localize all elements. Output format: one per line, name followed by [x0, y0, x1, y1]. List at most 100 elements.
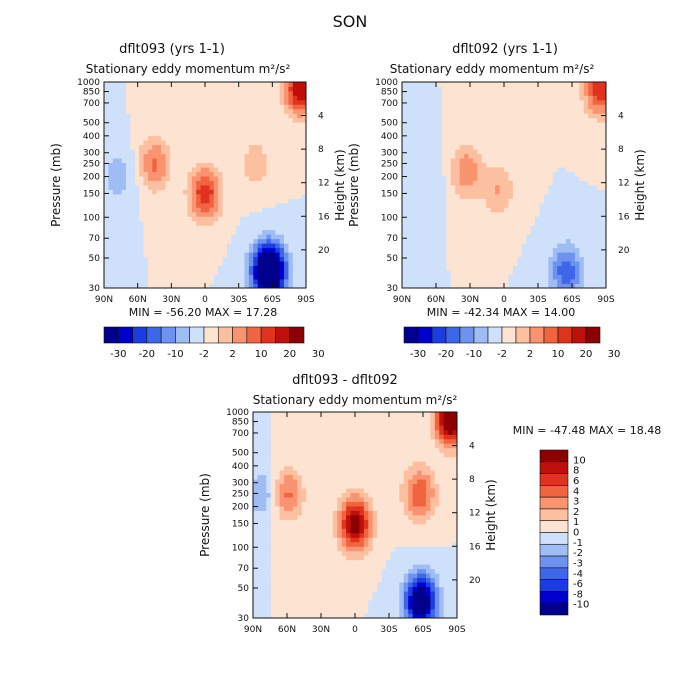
- heatmap-cell: [108, 189, 114, 195]
- heatmap-cell: [292, 515, 298, 520]
- heatmap-cell: [248, 135, 254, 141]
- heatmap-cell: [490, 95, 496, 101]
- heatmap-cell: [297, 573, 303, 579]
- heatmap-cell: [579, 113, 585, 119]
- heatmap-cell: [244, 185, 250, 190]
- heatmap-cell: [406, 279, 412, 284]
- heatmap-cell: [526, 256, 531, 262]
- heatmap-cell: [410, 99, 416, 105]
- heatmap-cell: [588, 279, 594, 284]
- heatmap-cell: [200, 171, 206, 177]
- heatmap-cell: [240, 122, 245, 128]
- heatmap-cell: [240, 256, 245, 262]
- heatmap-cell: [130, 131, 136, 137]
- heatmap-cell: [205, 126, 210, 132]
- heatmap-cell: [187, 144, 193, 150]
- heatmap-cell: [410, 82, 416, 87]
- heatmap-cell: [297, 452, 303, 458]
- heatmap-cell: [410, 117, 416, 123]
- heatmap-cell: [446, 140, 452, 146]
- heatmap-cell: [231, 274, 237, 280]
- heatmap-cell: [187, 189, 193, 195]
- heatmap-cell: [121, 86, 127, 92]
- heatmap-cell: [244, 207, 250, 213]
- heatmap-cell: [402, 189, 407, 195]
- heatmap-cell: [481, 99, 487, 105]
- heatmap-cell: [574, 193, 580, 199]
- heatmap-cell: [292, 220, 298, 226]
- heatmap-cell: [130, 216, 136, 222]
- heatmap-cell: [419, 279, 425, 284]
- heatmap-cell: [244, 104, 250, 110]
- heatmap-cell: [288, 582, 294, 588]
- heatmap-cell: [450, 207, 456, 213]
- heatmap-cell: [121, 229, 127, 235]
- heatmap-cell: [143, 261, 149, 267]
- heatmap-cell: [464, 220, 469, 226]
- heatmap-cell: [504, 99, 509, 105]
- heatmap-cell: [240, 225, 245, 231]
- heatmap-cell: [402, 270, 407, 275]
- heatmap-cell: [292, 479, 298, 485]
- heatmap-cell: [557, 82, 563, 87]
- heatmap-cell: [125, 104, 131, 110]
- heatmap-cell: [130, 270, 136, 275]
- heatmap-cell: [424, 234, 429, 240]
- heatmap-cell: [165, 153, 171, 159]
- heatmap-cell: [424, 176, 429, 181]
- heatmap-cell: [143, 211, 149, 217]
- heatmap-cell: [504, 126, 509, 132]
- heatmap-cell: [213, 167, 219, 172]
- heatmap-cell: [301, 452, 307, 458]
- heatmap-cell: [455, 270, 461, 275]
- heatmap-cell: [112, 90, 118, 96]
- heatmap-cell: [566, 283, 571, 288]
- heatmap-cell: [297, 229, 303, 235]
- heatmap-cell: [104, 176, 109, 181]
- heatmap-cell: [183, 225, 188, 231]
- heatmap-cell: [419, 144, 425, 150]
- heatmap-cell: [218, 99, 223, 105]
- heatmap-cell: [481, 135, 487, 141]
- heatmap-cell: [477, 167, 483, 172]
- heatmap-cell: [178, 207, 184, 213]
- heatmap-cell: [535, 86, 540, 92]
- heatmap-cell: [275, 90, 281, 96]
- heatmap-cell: [504, 122, 509, 128]
- heatmap-cell: [446, 283, 452, 288]
- heatmap-cell: [275, 506, 280, 511]
- heatmap-cell: [248, 193, 254, 199]
- heatmap-cell: [521, 265, 527, 271]
- heatmap-cell: [174, 243, 180, 249]
- heatmap-cell: [235, 243, 241, 249]
- heatmap-cell: [143, 144, 149, 150]
- heatmap-cell: [292, 180, 298, 186]
- heatmap-cell: [279, 591, 285, 597]
- heatmap-cell: [552, 270, 558, 275]
- heatmap-cell: [257, 189, 263, 195]
- heatmap-cell: [161, 243, 166, 249]
- heatmap-cell: [543, 99, 549, 105]
- heatmap-cell: [262, 220, 267, 226]
- heatmap-cell: [240, 279, 245, 284]
- heatmap-cell: [437, 171, 443, 177]
- heatmap-cell: [455, 279, 461, 284]
- heatmap-cell: [187, 247, 193, 253]
- heatmap-cell: [104, 171, 109, 177]
- heatmap-cell: [530, 207, 536, 213]
- heatmap-cell: [504, 104, 509, 110]
- heatmap-cell: [504, 117, 509, 123]
- heatmap-cell: [235, 211, 241, 217]
- heatmap-cell: [174, 90, 180, 96]
- heatmap-cell: [262, 135, 267, 141]
- heatmap-cell: [552, 185, 558, 190]
- heatmap-cell: [209, 211, 215, 217]
- heatmap-cell: [583, 171, 589, 177]
- heatmap-cell: [209, 144, 215, 150]
- heatmap-cell: [178, 153, 184, 159]
- heatmap-cell: [240, 108, 245, 114]
- heatmap-cell: [406, 211, 412, 217]
- heatmap-cell: [152, 229, 158, 235]
- heatmap-cell: [125, 158, 131, 164]
- heatmap-cell: [450, 108, 456, 114]
